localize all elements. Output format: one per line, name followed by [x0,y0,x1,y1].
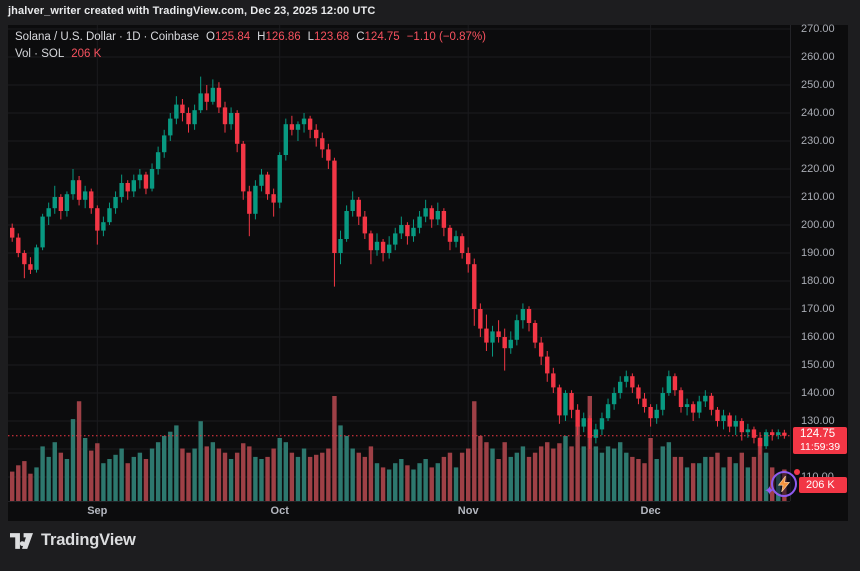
price-tick-label: 170.00 [801,302,835,315]
legend-symbol-row: Solana / U.S. Dollar · 1D · Coinbase O125.84 H… [15,31,486,43]
low-label: L [307,31,315,43]
volume-value: 206 K [71,48,102,60]
high-label: H [257,31,266,43]
lightning-icon [771,471,797,497]
volume-study-label[interactable]: Vol · SOL [15,48,65,60]
tradingview-logo-icon [10,532,33,549]
month-tick-label: Sep [87,505,108,517]
notification-dot [794,469,800,475]
last-volume-label: 206 K [799,477,847,493]
symbol-legend: Solana / U.S. Dollar · 1D · Coinbase O125.84 H… [15,29,486,62]
price-tick-label: 250.00 [801,78,835,91]
tradingview-wordmark: TradingView [41,531,136,549]
chart-panel: Solana / U.S. Dollar · 1D · Coinbase O125.84 H… [8,22,848,521]
symbol-title[interactable]: Solana / U.S. Dollar [15,31,116,43]
price-tick-label: 180.00 [801,274,835,287]
price-tick-label: 270.00 [801,22,835,35]
last-price-label: 124.75 11:59:39 [793,427,847,454]
close-value: 124.75 [364,31,400,43]
high-value: 126.86 [265,31,301,43]
price-tick-label: 200.00 [801,218,835,231]
open-value: 125.84 [214,31,251,43]
price-tick-label: 150.00 [801,358,835,371]
price-tick-label: 160.00 [801,330,835,343]
change-value: −1.10 (−0.87%) [406,31,486,43]
flash-badge-icon[interactable]: ✦ [764,469,802,503]
footer: TradingView [0,521,860,571]
countdown-timer: 11:59:39 [800,441,841,453]
price-axis[interactable]: 110.00130.00140.00150.00160.00170.00180.… [790,22,848,501]
price-tick-label: 140.00 [801,386,835,399]
time-axis[interactable]: Sep Oct Nov Dec [8,501,790,521]
exchange-name[interactable]: Coinbase [150,31,199,43]
price-tick-label: 130.00 [801,414,835,427]
month-tick-label: Dec [640,505,661,517]
last-price-value: 124.75 [800,428,836,440]
close-label: C [356,31,365,43]
price-tick-label: 220.00 [801,162,835,175]
attribution-bar: jhalver_writer created with TradingView.… [0,0,860,25]
month-tick-label: Oct [270,505,289,517]
sparkle-icon: ✦ [764,483,775,498]
price-tick-label: 240.00 [801,106,835,119]
price-tick-label: 260.00 [801,50,835,63]
price-tick-label: 190.00 [801,246,835,259]
price-plot[interactable] [8,25,790,501]
open-label: O [205,31,215,43]
tradingview-logo[interactable]: TradingView [10,531,136,550]
price-tick-label: 230.00 [801,134,835,147]
candlestick-chart[interactable] [8,25,790,501]
price-tick-label: 210.00 [801,190,835,203]
interval-value[interactable]: 1D [125,31,141,43]
legend-volume-row: Vol · SOL 206 K [15,46,486,62]
low-value: 123.68 [314,31,350,43]
month-tick-label: Nov [457,505,479,517]
attribution-text: jhalver_writer created with TradingView.… [8,5,376,17]
